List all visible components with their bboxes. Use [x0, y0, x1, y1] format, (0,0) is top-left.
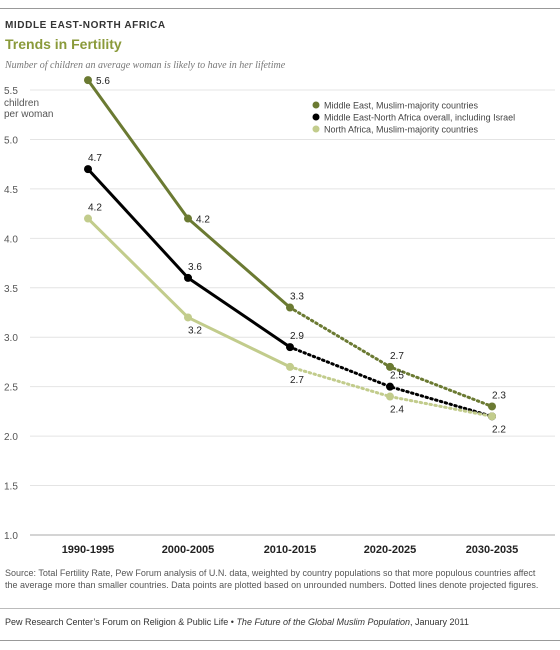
chart-subtitle: Number of children an average woman is l… — [5, 60, 286, 71]
credit-prefix: Pew Research Center’s Forum on Religion … — [5, 617, 237, 627]
top-rule — [0, 8, 560, 9]
fertility-line-chart: 1.0 1.5 2.0 2.5 3.0 3.5 4.0 4.5 5.0 5.5childrenpe… — [4, 76, 555, 556]
data-label: 4.7 — [88, 153, 102, 164]
x-tick-label: 2010-2015 — [264, 544, 317, 556]
data-point — [386, 382, 394, 391]
legend-label: Middle East-North Africa overall, includ… — [324, 113, 515, 123]
data-point — [184, 313, 192, 322]
y-tick-label: 2.0 — [4, 432, 18, 443]
data-label: 4.2 — [196, 215, 210, 226]
data-point — [84, 76, 92, 85]
data-point — [286, 343, 294, 352]
legend-label: North Africa, Muslim-majority countries — [324, 125, 479, 135]
data-point — [184, 214, 192, 223]
data-point — [286, 303, 294, 312]
y-tick-label: 3.5 — [4, 284, 18, 295]
credit-publication: The Future of the Global Muslim Populati… — [236, 617, 411, 627]
legend-swatch — [312, 101, 320, 109]
legend-swatch — [312, 113, 320, 121]
data-label: 2.4 — [390, 405, 404, 416]
chart-title: Trends in Fertility — [5, 36, 122, 52]
x-tick-label: 2000-2005 — [162, 544, 215, 556]
y-tick-label: 3.0 — [4, 333, 18, 344]
y-tick-label: 5.0 — [4, 135, 18, 146]
x-tick-label: 2020-2025 — [364, 544, 417, 556]
y-tick-label: 4.5 — [4, 185, 18, 196]
data-point — [84, 214, 92, 223]
data-label: 2.9 — [290, 331, 304, 342]
legend-swatch — [312, 125, 320, 133]
data-point — [386, 392, 394, 401]
y-tick-label: 1.0 — [4, 531, 18, 542]
y-axis-label: per woman — [4, 109, 53, 120]
data-point — [488, 412, 496, 421]
data-label: 2.2 — [492, 424, 506, 435]
data-label: 3.3 — [290, 292, 304, 303]
credit-suffix: , January 2011 — [410, 617, 469, 627]
x-tick-label: 2030-2035 — [466, 544, 519, 556]
data-point — [488, 402, 496, 411]
data-point — [184, 273, 192, 282]
bottom-rule — [0, 640, 560, 641]
data-label: 2.5 — [390, 371, 404, 382]
y-tick-label: 5.5 — [4, 86, 18, 97]
data-label: 3.2 — [188, 325, 202, 336]
data-label: 4.2 — [88, 203, 102, 214]
source-note: Source: Total Fertility Rate, Pew Forum … — [5, 568, 539, 590]
legend-label: Middle East, Muslim-majority countries — [324, 101, 479, 111]
y-axis-label: children — [4, 98, 39, 109]
y-tick-label: 4.0 — [4, 234, 18, 245]
data-label: 3.6 — [188, 262, 202, 273]
kicker: MIDDLE EAST-NORTH AFRICA — [5, 20, 166, 31]
data-label: 5.6 — [96, 76, 110, 87]
data-label: 2.7 — [390, 351, 404, 362]
series-line-0 — [86, 79, 291, 309]
y-tick-label: 2.5 — [4, 383, 18, 394]
x-tick-label: 1990-1995 — [62, 544, 115, 556]
data-point — [286, 362, 294, 371]
data-label: 2.7 — [290, 375, 304, 386]
series-line-2 — [86, 217, 291, 369]
data-label: 2.3 — [492, 390, 506, 401]
credit-line: Pew Research Center’s Forum on Religion … — [5, 617, 469, 627]
data-point — [386, 362, 394, 371]
data-point — [84, 165, 92, 174]
credit-rule — [0, 608, 560, 609]
y-tick-label: 1.5 — [4, 482, 18, 493]
